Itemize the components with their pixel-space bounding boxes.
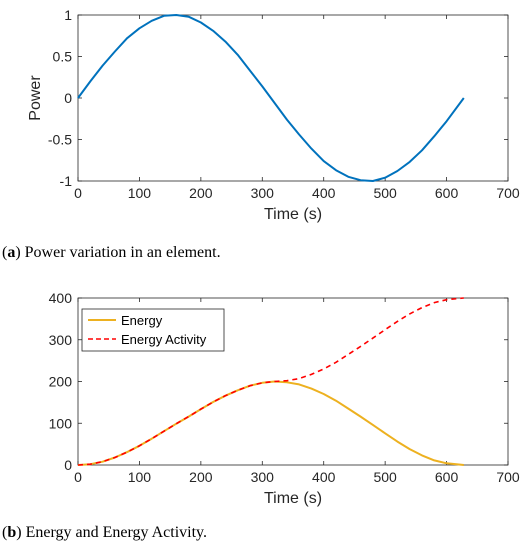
y-tick-label: 100 [49,415,73,431]
series-line-energy-activity [77,297,464,466]
x-tick-label: 300 [251,469,275,485]
series-line-1 [77,14,465,182]
x-tick-label: 0 [74,185,82,201]
x-tick-label: 400 [312,469,336,485]
legend-box [81,308,225,352]
legend: Energy Energy Activity [81,308,225,352]
x-tick-label: 400 [312,185,336,201]
y-tick-label: 1 [64,7,72,23]
y-tick-label: 0.5 [53,49,73,65]
plot-area [77,14,509,182]
chart-2: 0 100 200 300 400 500 600 700 0 100 200 300 400 Time … [49,290,520,507]
legend-entry: Energy Activity [121,332,207,347]
chart-1: 0 100 200 300 400 500 600 700 -1 -0.5 0 0.5 1 Time (s… [27,7,520,223]
y-tick-label: 0 [64,90,72,106]
x-axis-label: Time (s) [264,206,322,223]
caption-a: (a) Power variation in an element. [2,244,221,261]
y-tick-label: 0 [64,457,72,473]
y-tick-label: 400 [49,290,73,306]
legend-entry: Energy [121,313,163,328]
x-tick-label: 700 [496,469,520,485]
x-tick-label: 200 [189,185,213,201]
y-tick-label: 200 [49,374,73,390]
y-tick-label: 300 [49,332,73,348]
y-tick-label: -1 [60,173,73,189]
x-tick-label: 300 [251,185,275,201]
x-tick-label: 500 [373,185,397,201]
x-axis-label: Time (s) [264,490,322,507]
x-tick-label: 0 [74,469,82,485]
x-tick-label: 700 [496,185,520,201]
y-tick-label: -0.5 [48,132,72,148]
x-tick-label: 600 [435,185,459,201]
x-tick-label: 100 [128,469,152,485]
x-tick-label: 600 [435,469,459,485]
y-axis-label: Power [27,75,44,121]
x-tick-label: 500 [373,469,397,485]
caption-b: (b) Energy and Energy Activity. [2,524,208,541]
x-tick-label: 200 [189,469,213,485]
x-tick-label: 100 [128,185,152,201]
